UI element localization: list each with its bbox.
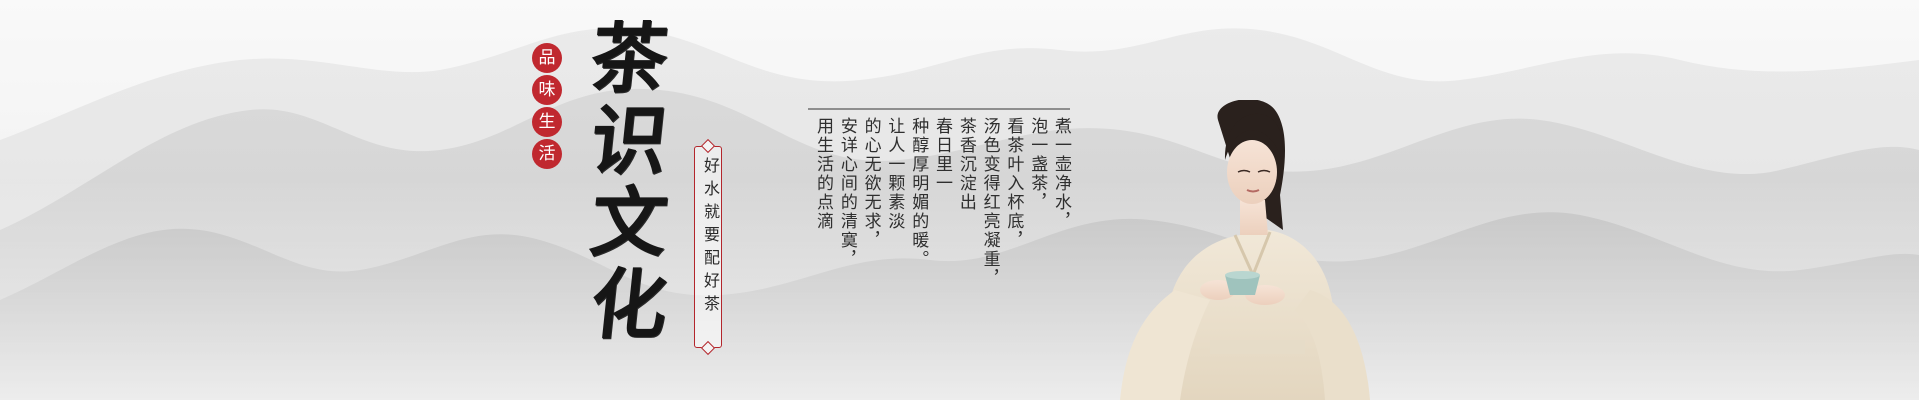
title-char: 识 — [586, 96, 672, 185]
tagline-char: 味 — [532, 75, 562, 105]
poem-line: 安详心间的清寞， — [836, 117, 857, 269]
tagline-char: 生 — [532, 107, 562, 137]
poem-line: 泡一盏茶， — [1027, 117, 1048, 212]
poem-line: 的心无欲无求， — [860, 117, 881, 250]
title-char: 化 — [586, 260, 672, 349]
slogan-frame: 好水就要配好茶 — [694, 146, 722, 348]
poem-line: 煮一壶净水， — [1051, 117, 1071, 231]
poem-line: 春日里一 — [932, 117, 953, 193]
tagline-char: 品 — [532, 43, 562, 73]
poem-line: 让人一颗素淡 — [884, 117, 905, 231]
poem-line: 茶香沉淀出 — [955, 117, 976, 212]
poem-line: 用生活的点滴 — [813, 117, 834, 231]
poem-line: 种醇厚明媚的暖。 — [908, 117, 929, 269]
poem-line: 汤色变得红亮凝重， — [979, 117, 1000, 288]
slogan-text: 好水就要配好茶 — [701, 157, 720, 318]
tagline-vertical: 品 味 生 活 — [531, 43, 563, 171]
banner-title: 茶 识 文 化 — [584, 14, 674, 349]
title-char: 文 — [586, 178, 672, 267]
tea-woman-figure — [1120, 100, 1370, 400]
poem-line: 看茶叶入杯底， — [1003, 117, 1024, 250]
poem-text: 煮一壶净水， 泡一盏茶， 看茶叶入杯底， 汤色变得红亮凝重， 茶香沉淀出 春日里… — [806, 117, 1072, 307]
tagline-char: 活 — [532, 139, 562, 169]
title-char: 茶 — [586, 14, 672, 103]
poem-divider — [808, 108, 1070, 110]
